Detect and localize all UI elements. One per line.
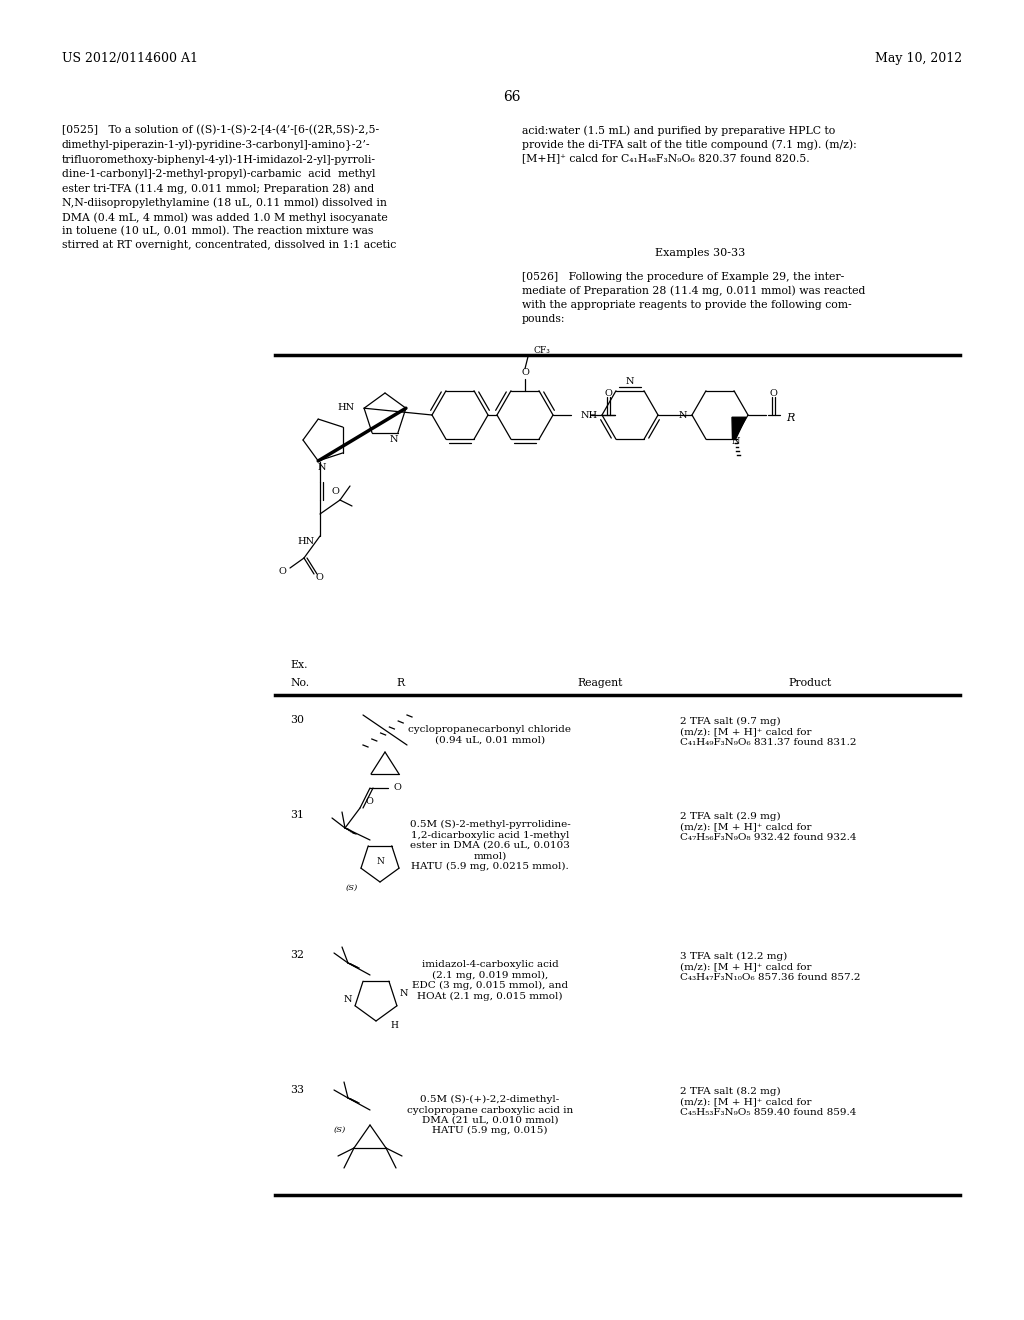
Text: HN: HN: [298, 536, 315, 545]
Polygon shape: [732, 417, 746, 440]
Text: acid:water (1.5 mL) and purified by preparative HPLC to
provide the di-TFA salt : acid:water (1.5 mL) and purified by prep…: [522, 125, 857, 164]
Text: 32: 32: [290, 950, 304, 960]
Text: O: O: [316, 573, 324, 582]
Text: 0.5M (S)-2-methyl-pyrrolidine-
1,2-dicarboxylic acid 1-methyl
ester in DMA (20.6: 0.5M (S)-2-methyl-pyrrolidine- 1,2-dicar…: [410, 820, 570, 871]
Text: Ex.: Ex.: [290, 660, 307, 671]
Text: O: O: [604, 388, 612, 397]
Text: N: N: [400, 989, 409, 998]
Text: 3 TFA salt (12.2 mg)
(m/z): [M + H]⁺ calcd for
C₄₃H₄₇F₃N₁₀O₆ 857.36 found 857.2: 3 TFA salt (12.2 mg) (m/z): [M + H]⁺ cal…: [680, 952, 860, 982]
Text: O: O: [279, 568, 286, 577]
Text: [0525]   To a solution of ((S)-1-(S)-2-[4-(4’-[6-((2R,5S)-2,5-
dimethyl-piperazi: [0525] To a solution of ((S)-1-(S)-2-[4-…: [62, 125, 396, 251]
Text: R: R: [786, 413, 795, 422]
Text: 31: 31: [290, 810, 304, 820]
Text: N: N: [376, 858, 384, 866]
Text: O: O: [521, 368, 529, 378]
Text: O: O: [332, 487, 340, 495]
Text: H: H: [390, 1022, 398, 1031]
Text: O: O: [365, 797, 373, 807]
Text: 2 TFA salt (8.2 mg)
(m/z): [M + H]⁺ calcd for
C₄₅H₅₃F₃N₉O₅ 859.40 found 859.4: 2 TFA salt (8.2 mg) (m/z): [M + H]⁺ calc…: [680, 1086, 856, 1117]
Text: O: O: [394, 784, 401, 792]
Text: 33: 33: [290, 1085, 304, 1096]
Text: O: O: [769, 388, 777, 397]
Text: 66: 66: [503, 90, 521, 104]
Text: 30: 30: [290, 715, 304, 725]
Text: Examples 30-33: Examples 30-33: [655, 248, 745, 257]
Text: CF₃: CF₃: [534, 346, 550, 355]
Text: Reagent: Reagent: [578, 678, 623, 688]
Text: N: N: [317, 463, 327, 473]
Text: imidazol-4-carboxylic acid
(2.1 mg, 0.019 mmol),
EDC (3 mg, 0.015 mmol), and
HOA: imidazol-4-carboxylic acid (2.1 mg, 0.01…: [412, 960, 568, 1001]
Text: 0.5M (S)-(+)-2,2-dimethyl-
cyclopropane carboxylic acid in
DMA (21 uL, 0.010 mmo: 0.5M (S)-(+)-2,2-dimethyl- cyclopropane …: [407, 1096, 573, 1135]
Text: May 10, 2012: May 10, 2012: [874, 51, 962, 65]
Text: HN: HN: [338, 403, 355, 412]
Text: US 2012/0114600 A1: US 2012/0114600 A1: [62, 51, 198, 65]
Text: cyclopropanecarbonyl chloride
(0.94 uL, 0.01 mmol): cyclopropanecarbonyl chloride (0.94 uL, …: [409, 725, 571, 744]
Text: N: N: [390, 434, 398, 444]
Text: 2 TFA salt (9.7 mg)
(m/z): [M + H]⁺ calcd for
C₄₁H₄₉F₃N₉O₆ 831.37 found 831.2: 2 TFA salt (9.7 mg) (m/z): [M + H]⁺ calc…: [680, 717, 856, 747]
Text: N: N: [732, 437, 740, 446]
Text: Product: Product: [788, 678, 831, 688]
Text: R: R: [396, 678, 404, 688]
Text: N: N: [343, 994, 352, 1003]
Text: No.: No.: [290, 678, 309, 688]
Text: N: N: [679, 411, 687, 420]
Text: [0526]   Following the procedure of Example 29, the inter-
mediate of Preparatio: [0526] Following the procedure of Exampl…: [522, 272, 865, 323]
Text: NH: NH: [581, 411, 598, 420]
Text: 2 TFA salt (2.9 mg)
(m/z): [M + H]⁺ calcd for
C₄₇H₅₆F₃N₉O₈ 932.42 found 932.4: 2 TFA salt (2.9 mg) (m/z): [M + H]⁺ calc…: [680, 812, 856, 842]
Text: N: N: [626, 378, 634, 387]
Text: (S): (S): [346, 884, 358, 892]
Text: (S): (S): [334, 1126, 346, 1134]
